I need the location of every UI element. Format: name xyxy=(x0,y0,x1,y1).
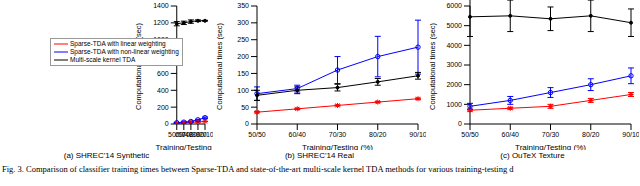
svg-text:150: 150 xyxy=(237,70,249,77)
svg-text:Training/Testing (%): Training/Testing (%) xyxy=(515,143,586,150)
svg-text:300: 300 xyxy=(237,19,249,26)
svg-text:1400: 1400 xyxy=(153,2,169,9)
svg-text:100: 100 xyxy=(237,87,249,94)
svg-text:90/10: 90/10 xyxy=(409,131,426,138)
svg-text:Computational times (sec): Computational times (sec) xyxy=(215,22,224,110)
svg-text:90/10: 90/10 xyxy=(196,131,213,138)
svg-text:800: 800 xyxy=(157,53,169,60)
svg-text:4000: 4000 xyxy=(446,42,462,49)
svg-text:6000: 6000 xyxy=(446,2,462,9)
svg-text:200: 200 xyxy=(157,104,169,111)
svg-text:50/50: 50/50 xyxy=(248,131,266,138)
svg-text:1000: 1000 xyxy=(446,101,462,108)
svg-text:0: 0 xyxy=(165,120,169,127)
svg-text:80/20: 80/20 xyxy=(582,131,600,138)
svg-text:350: 350 xyxy=(237,2,249,9)
svg-text:90/10: 90/10 xyxy=(622,131,632,138)
svg-text:Training/Testing (%): Training/Testing (%) xyxy=(302,143,373,150)
svg-text:3000: 3000 xyxy=(446,61,462,68)
svg-text:0: 0 xyxy=(458,120,462,127)
svg-text:70/30: 70/30 xyxy=(329,131,347,138)
svg-text:Computational times (sec): Computational times (sec) xyxy=(428,22,437,110)
svg-text:60/40: 60/40 xyxy=(288,131,306,138)
svg-text:50: 50 xyxy=(241,104,249,111)
svg-text:Computational times (sec): Computational times (sec) xyxy=(134,22,143,110)
svg-text:1200: 1200 xyxy=(153,19,169,26)
svg-text:250: 250 xyxy=(237,36,249,43)
svg-text:70/30: 70/30 xyxy=(542,131,560,138)
svg-text:80/20: 80/20 xyxy=(369,131,387,138)
svg-text:50/50: 50/50 xyxy=(461,131,479,138)
svg-text:5000: 5000 xyxy=(446,22,462,29)
svg-text:0: 0 xyxy=(245,120,249,127)
svg-text:Training/Testing (%): Training/Testing (%) xyxy=(155,143,213,150)
svg-text:2000: 2000 xyxy=(446,81,462,88)
svg-text:600: 600 xyxy=(157,70,169,77)
svg-text:200: 200 xyxy=(237,53,249,60)
svg-text:400: 400 xyxy=(157,87,169,94)
svg-text:60/40: 60/40 xyxy=(501,131,519,138)
svg-text:1000: 1000 xyxy=(153,36,169,43)
